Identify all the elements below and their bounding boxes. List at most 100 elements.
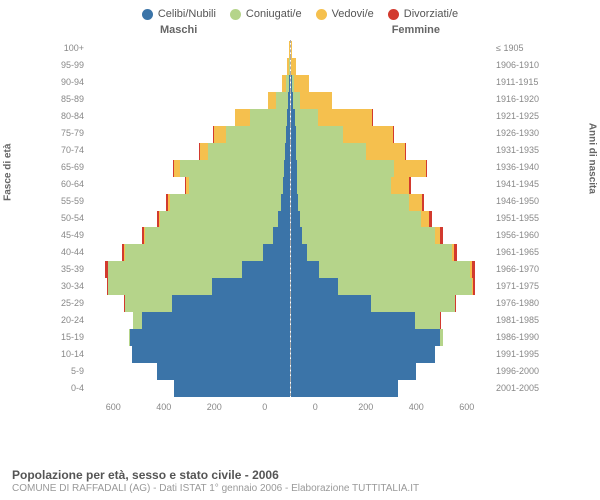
bar-segment [393,126,394,143]
age-tick: 100+ [54,40,88,57]
bar-male [88,277,291,294]
legend-swatch [230,9,241,20]
bar-female [291,345,493,362]
x-axis-left: 0200400600 [88,402,290,412]
bar-segment [291,58,296,75]
bar-female [291,159,493,176]
bar-segment [429,211,431,228]
bar-male [88,328,291,345]
bar-segment [281,194,289,211]
bar-segment [250,109,287,126]
age-tick: 80-84 [54,108,88,125]
bar-segment [208,143,285,160]
legend-label: Celibi/Nubili [158,8,216,20]
age-tick: 85-89 [54,91,88,108]
bar-segment [421,211,429,228]
age-row: 60-641941-1945 [54,176,546,193]
footer: Popolazione per età, sesso e stato civil… [12,468,588,494]
x-axis: 0200400600 0200400600 [88,402,492,412]
bar-segment [289,75,290,92]
bar-segment [289,58,290,75]
age-tick: 5-9 [54,362,88,379]
bar-segment [284,160,289,177]
birth-tick: 1986-1990 [492,328,546,345]
x-tick: 200 [189,402,240,412]
bar-segment [455,295,456,312]
bar-segment [291,278,338,295]
age-row: 25-291976-1980 [54,294,546,311]
bar-segment [300,92,332,109]
birth-tick: ≤ 1905 [492,40,546,57]
age-row: 10-141991-1995 [54,345,546,362]
age-row: 35-391966-1970 [54,260,546,277]
bar-male [88,193,291,210]
bar-male [88,362,291,379]
chart-subtitle: COMUNE DI RAFFADALI (AG) - Dati ISTAT 1°… [12,483,588,494]
bar-male [88,226,291,243]
bar-segment [291,346,435,363]
bar-segment [125,295,172,312]
bar-segment [145,227,273,244]
bar-segment [242,261,289,278]
birth-tick: 1906-1910 [492,57,546,74]
bar-segment [295,109,319,126]
age-tick: 75-79 [54,125,88,142]
bar-segment [172,295,290,312]
bar-female [291,74,493,91]
bar-female [291,108,493,125]
age-row: 80-841921-1925 [54,108,546,125]
bar-segment [125,244,263,261]
bar-segment [130,329,290,346]
birth-tick: 1926-1930 [492,125,546,142]
bar-female [291,125,493,142]
legend-label: Divorziati/e [404,8,458,20]
bar-segment [291,227,303,244]
birth-tick: 1961-1965 [492,243,546,260]
x-tick: 600 [442,402,493,412]
legend-swatch [388,9,399,20]
bar-male [88,260,291,277]
age-row: 70-741931-1935 [54,142,546,159]
bar-segment [366,143,405,160]
age-tick: 65-69 [54,159,88,176]
chart-rows: 100+≤ 190595-991906-191090-941911-191585… [54,40,546,396]
bar-segment [338,278,472,295]
bar-segment [285,143,289,160]
bar-male [88,159,291,176]
bar-female [291,260,493,277]
bar-segment [298,194,409,211]
bar-female [291,243,493,260]
bar-segment [371,295,455,312]
age-row: 20-241981-1985 [54,311,546,328]
bar-segment [263,244,290,261]
age-row: 15-191986-1990 [54,328,546,345]
bar-segment [268,92,276,109]
bar-segment [278,211,290,228]
legend: Celibi/NubiliConiugati/eVedovi/eDivorzia… [0,0,600,24]
x-tick: 400 [139,402,190,412]
bar-male [88,57,291,74]
bar-female [291,277,493,294]
bar-segment [160,211,278,228]
bar-segment [286,126,289,143]
bar-segment [440,227,443,244]
x-tick: 600 [88,402,139,412]
bar-segment [302,227,435,244]
bar-segment [472,261,475,278]
bar-segment [297,160,394,177]
age-tick: 55-59 [54,193,88,210]
bar-segment [318,109,372,126]
bar-segment [473,278,475,295]
bar-female [291,311,493,328]
age-row: 95-991906-1910 [54,57,546,74]
age-tick: 0-4 [54,379,88,396]
legend-item: Celibi/Nubili [142,8,216,20]
age-tick: 20-24 [54,311,88,328]
age-row: 55-591946-1950 [54,193,546,210]
bar-segment [108,278,212,295]
bar-segment [108,261,242,278]
bar-segment [289,41,290,58]
bar-segment [291,329,440,346]
bar-segment [409,194,422,211]
bar-segment [287,109,290,126]
